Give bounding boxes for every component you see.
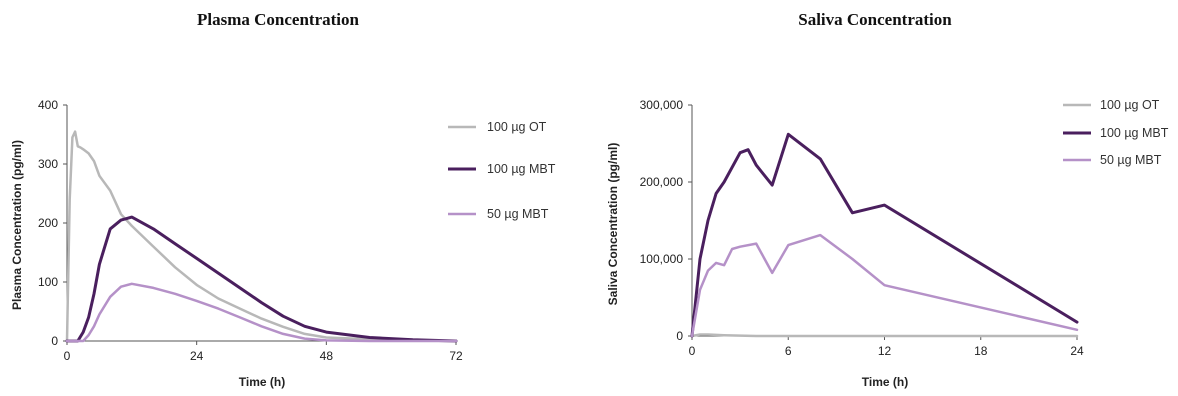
saliva-x-axis-label: Time (h) [862, 375, 908, 389]
saliva-x-tick-label: 18 [974, 344, 988, 358]
plasma-legend-label-mbt100: 100 µg MBT [487, 162, 556, 176]
plasma-series-lines [65, 130, 458, 343]
saliva-series-line-100-g-ot [690, 333, 1079, 338]
plasma-y-tick-label: 100 [38, 275, 58, 289]
saliva-y-tick-label: 0 [676, 329, 683, 343]
saliva-series-lines [690, 132, 1079, 338]
saliva-legend: 100 µg OT 100 µg MBT 50 µg MBT [1063, 98, 1169, 167]
plasma-x-tick-label: 24 [190, 349, 204, 363]
plasma-y-tick-label: 200 [38, 216, 58, 230]
plasma-legend-label-ot: 100 µg OT [487, 120, 547, 134]
plasma-x-axis-label: Time (h) [239, 375, 285, 389]
plasma-x-tick-label: 0 [64, 349, 71, 363]
saliva-series-line-50-g-mbt [690, 233, 1079, 338]
plasma-x-tick-label: 72 [449, 349, 463, 363]
saliva-ticks: 0 6 12 18 24 0 100,000 200,000 300,000 [640, 98, 1084, 358]
saliva-legend-label-ot: 100 µg OT [1100, 98, 1160, 112]
plasma-chart-title: Plasma Concentration [197, 10, 360, 29]
saliva-x-tick-label: 6 [785, 344, 792, 358]
saliva-series-line-100-g-mbt [690, 132, 1079, 338]
saliva-x-tick-label: 0 [689, 344, 696, 358]
saliva-chart-title: Saliva Concentration [798, 10, 952, 29]
plasma-ticks: 0 24 48 72 0 100 200 300 400 [38, 98, 463, 363]
saliva-chart: Saliva Concentration Saliva Concentratio… [606, 10, 1169, 389]
plasma-legend-label-mbt50: 50 µg MBT [487, 207, 549, 221]
plasma-y-tick-label: 400 [38, 98, 58, 112]
plasma-series-line-50-g-mbt [65, 282, 458, 343]
plasma-chart: Plasma Concentration Plasma Concentratio… [10, 10, 556, 389]
plasma-y-tick-label: 300 [38, 157, 58, 171]
saliva-x-tick-label: 12 [878, 344, 892, 358]
saliva-x-tick-label: 24 [1070, 344, 1084, 358]
plasma-x-tick-label: 48 [320, 349, 334, 363]
plasma-y-axis-label: Plasma Concentration (pg/ml) [10, 140, 24, 310]
saliva-y-tick-label: 200,000 [640, 175, 684, 189]
saliva-y-tick-label: 100,000 [640, 252, 684, 266]
saliva-legend-label-mbt50: 50 µg MBT [1100, 153, 1162, 167]
plasma-series-line-100-g-mbt [65, 215, 458, 343]
saliva-legend-label-mbt100: 100 µg MBT [1100, 126, 1169, 140]
plasma-y-tick-label: 0 [51, 334, 58, 348]
saliva-y-axis-label: Saliva Concentration (pg/ml) [606, 143, 620, 306]
plasma-series-line-100-g-ot [65, 130, 458, 343]
saliva-y-tick-label: 300,000 [640, 98, 684, 112]
plasma-legend: 100 µg OT 100 µg MBT 50 µg MBT [448, 120, 556, 221]
